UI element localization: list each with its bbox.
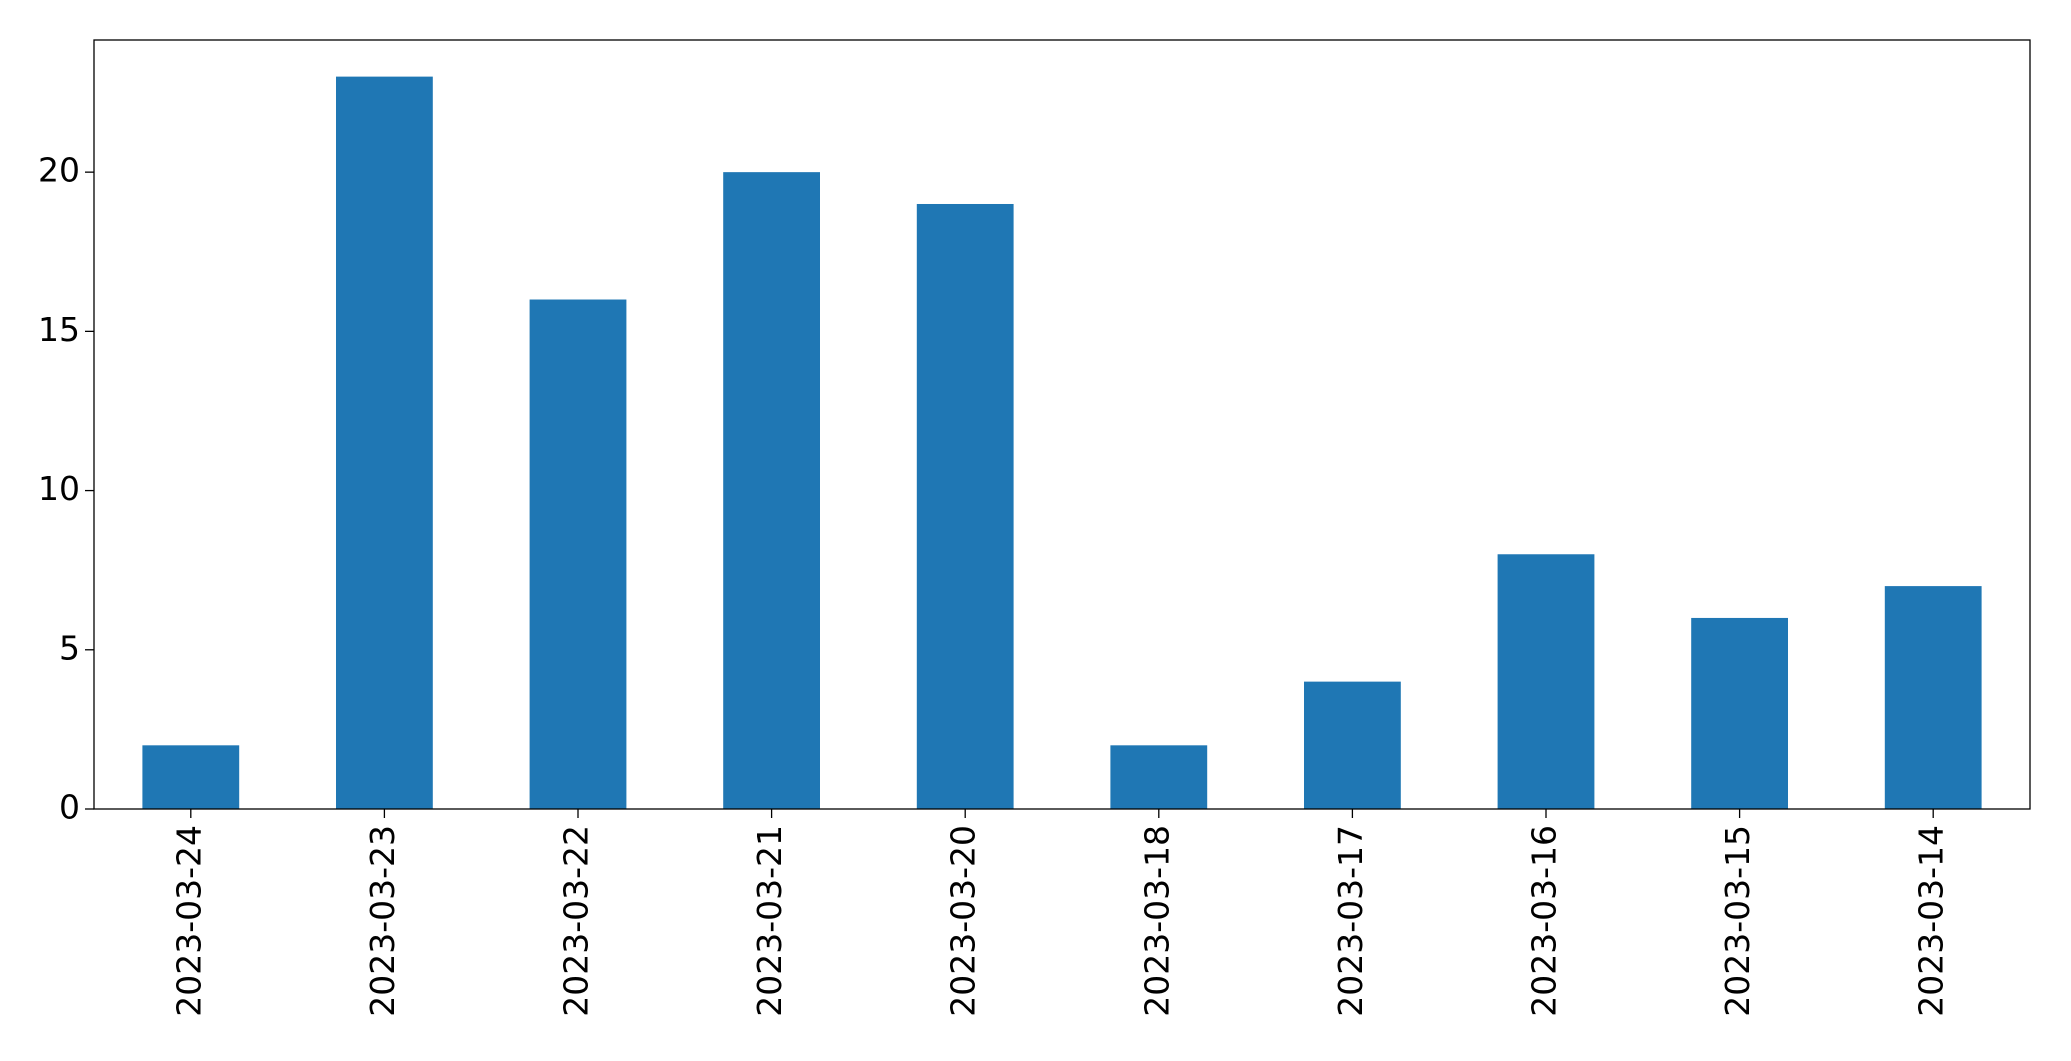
x-tick-label: 2023-03-24	[169, 825, 208, 1017]
x-tick-label: 2023-03-22	[557, 825, 596, 1017]
x-tick-label: 2023-03-15	[1718, 825, 1757, 1017]
bar	[1110, 745, 1208, 809]
y-tick-label: 0	[59, 788, 80, 827]
x-tick-label: 2023-03-16	[1525, 825, 1564, 1017]
bar	[529, 299, 627, 809]
plot-frame	[93, 39, 2031, 810]
x-tick-label: 2023-03-20	[944, 825, 983, 1017]
y-tick-label: 10	[38, 469, 80, 508]
x-tick-label: 2023-03-14	[1912, 825, 1951, 1017]
x-tick-label: 2023-03-23	[363, 825, 402, 1017]
y-tick-label: 5	[59, 628, 80, 667]
bar	[142, 745, 240, 809]
bar	[1304, 681, 1401, 809]
x-tick-label: 2023-03-17	[1331, 825, 1370, 1017]
y-tick-label: 15	[38, 310, 80, 349]
bar	[723, 172, 820, 810]
bar	[1884, 586, 1982, 809]
bar	[1497, 554, 1595, 809]
bar	[1691, 617, 1788, 809]
x-tick-label: 2023-03-18	[1137, 825, 1176, 1017]
y-tick-label: 20	[38, 151, 80, 190]
bar	[336, 76, 433, 810]
x-tick-label: 2023-03-21	[750, 825, 789, 1017]
bar	[916, 203, 1014, 810]
